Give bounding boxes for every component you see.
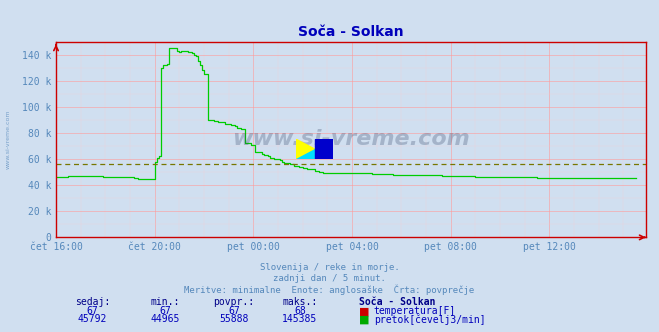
Text: 55888: 55888 <box>219 314 248 324</box>
Text: 145385: 145385 <box>282 314 318 324</box>
Text: Soča - Solkan: Soča - Solkan <box>359 297 436 307</box>
Text: www.si-vreme.com: www.si-vreme.com <box>5 110 11 169</box>
Text: 67: 67 <box>159 306 171 316</box>
Text: Slovenija / reke in morje.: Slovenija / reke in morje. <box>260 263 399 273</box>
Text: sedaj:: sedaj: <box>74 297 110 307</box>
Text: 68: 68 <box>294 306 306 316</box>
Bar <box>315 139 333 159</box>
Polygon shape <box>297 139 315 159</box>
Text: 67: 67 <box>228 306 240 316</box>
Text: 45792: 45792 <box>78 314 107 324</box>
Text: povpr.:: povpr.: <box>214 297 254 307</box>
Text: min.:: min.: <box>150 297 179 307</box>
Text: 67: 67 <box>86 306 98 316</box>
Title: Soča - Solkan: Soča - Solkan <box>298 25 404 39</box>
Text: temperatura[F]: temperatura[F] <box>374 306 456 316</box>
Text: pretok[čevelj3/min]: pretok[čevelj3/min] <box>374 314 485 325</box>
Text: 44965: 44965 <box>150 314 179 324</box>
Text: ■: ■ <box>359 306 370 316</box>
Text: zadnji dan / 5 minut.: zadnji dan / 5 minut. <box>273 274 386 284</box>
Text: ■: ■ <box>359 314 370 324</box>
Text: Meritve: minimalne  Enote: anglosaške  Črta: povprečje: Meritve: minimalne Enote: anglosaške Črt… <box>185 285 474 295</box>
Polygon shape <box>297 149 315 159</box>
Text: maks.:: maks.: <box>282 297 318 307</box>
Text: www.si-vreme.com: www.si-vreme.com <box>232 129 470 149</box>
